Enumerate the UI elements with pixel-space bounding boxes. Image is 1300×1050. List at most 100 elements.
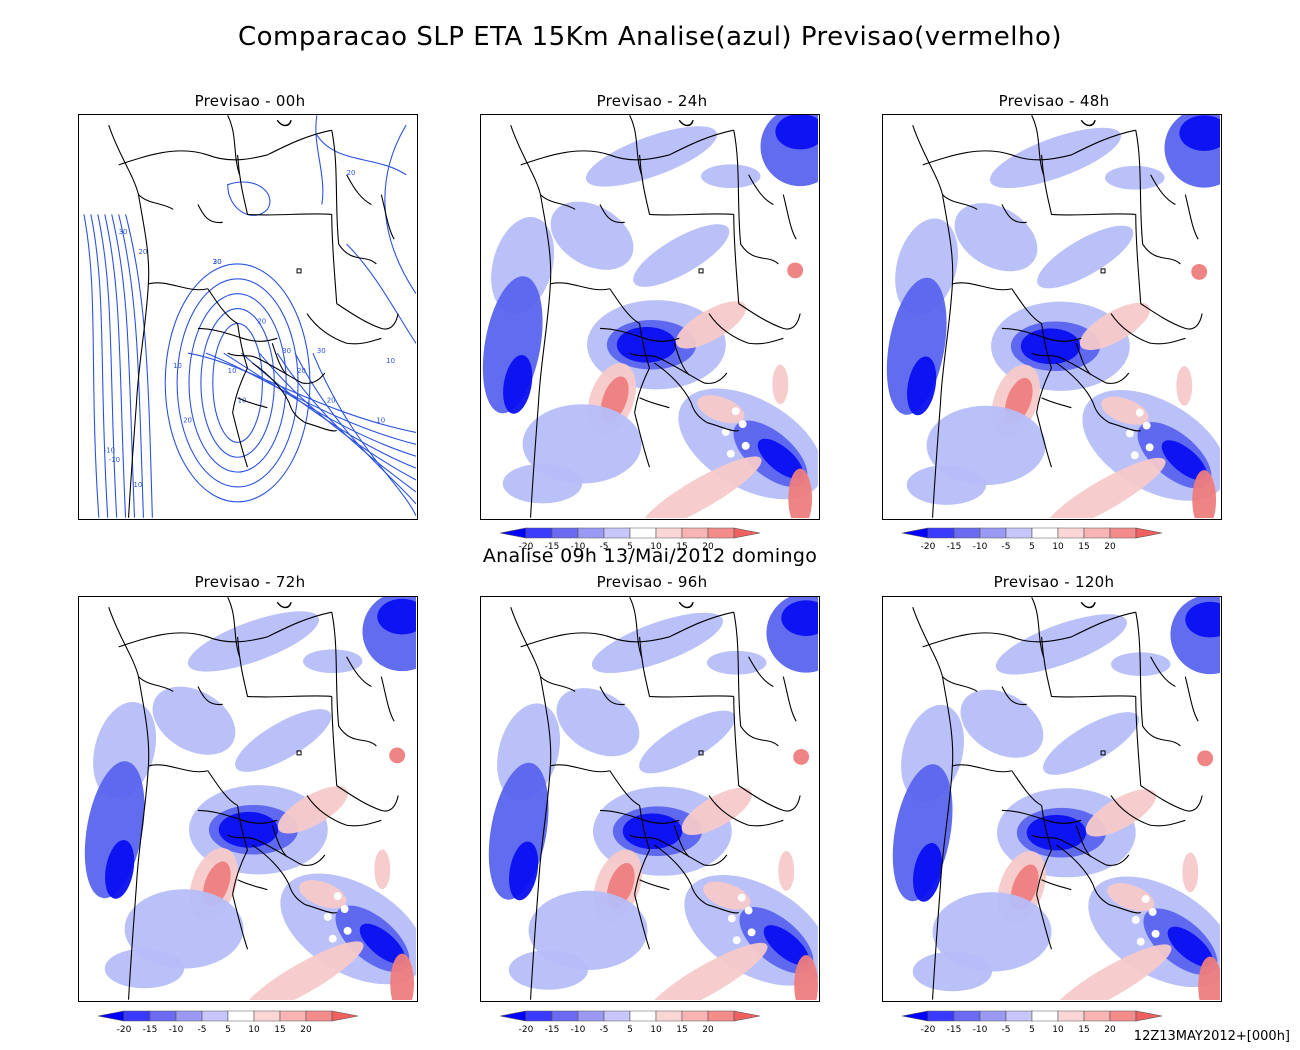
- colorbar-segment: [927, 1010, 955, 1022]
- colorbar-tick-label: 20: [702, 542, 714, 552]
- colorbar-tick-label: -15: [544, 1025, 560, 1035]
- colorbar-segment: [1031, 1010, 1059, 1022]
- colorbar-24h: -20 -15 -10 -5 5 10 15 20: [484, 527, 776, 553]
- contour-label: 20: [138, 248, 147, 256]
- run-timestamp: 12Z13MAY2012+[000h]: [1133, 1029, 1290, 1044]
- colorbar-segment: [1057, 1010, 1085, 1022]
- colorbar-tick-label: -10: [570, 1025, 586, 1035]
- colorbar-120h: -20 -15 -10 -5 5 10 15 20: [886, 1010, 1178, 1036]
- contour-label: 10: [173, 362, 182, 370]
- colorbar-segment: [901, 1010, 929, 1022]
- anomaly-map-72h: [78, 596, 418, 1002]
- colorbar-segment: [655, 527, 683, 539]
- colorbar-tick-label: 5: [627, 1025, 633, 1035]
- colorbar-tick-label: -20: [518, 542, 534, 552]
- contour-label: 10: [228, 367, 237, 375]
- contour-label: 20: [327, 397, 336, 405]
- colorbar-segment: [577, 527, 605, 539]
- colorbar-segment: [629, 527, 657, 539]
- contour-label: 20: [257, 317, 266, 325]
- colorbar-segment: [525, 527, 553, 539]
- contour-label: -10: [109, 456, 120, 464]
- colorbar-tick-label: 20: [1104, 1025, 1116, 1035]
- anomaly-map-96h: [480, 596, 820, 1002]
- contour-label: 20: [183, 417, 192, 425]
- colorbar-segment: [681, 1010, 709, 1022]
- colorbar-tick-label: 5: [627, 542, 633, 552]
- colorbar-segment: [331, 1010, 359, 1022]
- panel-title-96h: Previsao - 96h: [596, 573, 708, 591]
- panel-title-00h: Previsao - 00h: [194, 92, 306, 110]
- colorbar-72h: -20 -15 -10 -5 5 10 15 20: [82, 1010, 374, 1036]
- colorbar-tick-label: 15: [1078, 542, 1090, 552]
- colorbar-segment: [979, 527, 1007, 539]
- panel-title-120h: Previsao - 120h: [993, 573, 1115, 591]
- colorbar-48h: -20 -15 -10 -5 5 10 15 20: [886, 527, 1178, 553]
- colorbar-segment: [1109, 527, 1137, 539]
- colorbar-segment: [1005, 1010, 1033, 1022]
- colorbar-tick-label: -20: [920, 542, 936, 552]
- colorbar-segment: [707, 527, 735, 539]
- colorbar-segment: [551, 527, 579, 539]
- colorbar-segment: [629, 1010, 657, 1022]
- contour-label: 30: [119, 228, 128, 236]
- colorbar-segment: [149, 1010, 177, 1022]
- colorbar-tick-label: -20: [920, 1025, 936, 1035]
- contour-label: 20: [297, 367, 306, 375]
- colorbar-segment: [707, 1010, 735, 1022]
- contour-label: 10: [376, 417, 385, 425]
- colorbar-tick-label: 5: [1029, 542, 1035, 552]
- colorbar-tick-label: 15: [676, 1025, 688, 1035]
- colorbar-segment: [305, 1010, 333, 1022]
- colorbar-segment: [733, 1010, 761, 1022]
- colorbar-segment: [279, 1010, 307, 1022]
- colorbar-segment: [1031, 527, 1059, 539]
- colorbar-segment: [525, 1010, 553, 1022]
- colorbar-tick-label: 15: [676, 542, 688, 552]
- contour-label: 30: [317, 347, 326, 355]
- contour-map-00h: 30 20 30 20 30 -10 10 20 10 10 20 10 20 -10 30 20 10 10 20: [78, 114, 418, 520]
- colorbar-tick-label: 10: [650, 542, 662, 552]
- colorbar-segment: [97, 1010, 125, 1022]
- colorbar-tick-label: 15: [274, 1025, 286, 1035]
- contour-label: -10: [104, 446, 115, 454]
- panel-title-24h: Previsao - 24h: [596, 92, 708, 110]
- contour-label: 10: [134, 481, 143, 489]
- colorbar-segment: [201, 1010, 229, 1022]
- figure-title: Comparacao SLP ETA 15Km Analise(azul) Pr…: [237, 22, 1063, 52]
- colorbar-segment: [175, 1010, 203, 1022]
- colorbar-tick-label: -5: [1001, 1025, 1011, 1035]
- colorbar-tick-label: -10: [168, 1025, 184, 1035]
- colorbar-segment: [227, 1010, 255, 1022]
- anomaly-map-48h: [882, 114, 1222, 520]
- panel-title-72h: Previsao - 72h: [194, 573, 306, 591]
- contour-label: 30: [282, 347, 291, 355]
- colorbar-tick-label: 10: [1052, 542, 1064, 552]
- colorbar-tick-label: -20: [116, 1025, 132, 1035]
- colorbar-tick-label: -15: [946, 542, 962, 552]
- colorbar-segment: [253, 1010, 281, 1022]
- colorbar-tick-label: -5: [197, 1025, 207, 1035]
- colorbar-segment: [655, 1010, 683, 1022]
- colorbar-segment: [1135, 527, 1163, 539]
- colorbar-segment: [499, 1010, 527, 1022]
- contour-label: 20: [213, 258, 222, 266]
- colorbar-tick-label: -5: [1001, 542, 1011, 552]
- anomaly-map-120h: [882, 596, 1222, 1002]
- colorbar-tick-label: -5: [599, 542, 609, 552]
- colorbar-tick-label: -5: [599, 1025, 609, 1035]
- colorbar-tick-label: 5: [225, 1025, 231, 1035]
- colorbar-tick-label: 20: [1104, 542, 1116, 552]
- contour-label: 10: [238, 397, 247, 405]
- colorbar-tick-label: -15: [544, 542, 560, 552]
- analysis-date-label: Analise 09h 13/Mai/2012 domingo: [482, 545, 818, 567]
- colorbar-segment: [733, 527, 761, 539]
- colorbar-segment: [603, 1010, 631, 1022]
- colorbar-segment: [499, 527, 527, 539]
- colorbar-tick-label: -20: [518, 1025, 534, 1035]
- colorbar-tick-label: 15: [1078, 1025, 1090, 1035]
- colorbar-segment: [577, 1010, 605, 1022]
- colorbar-96h: -20 -15 -10 -5 5 10 15 20: [484, 1010, 776, 1036]
- colorbar-segment: [927, 527, 955, 539]
- contour-label: 30: [213, 258, 222, 266]
